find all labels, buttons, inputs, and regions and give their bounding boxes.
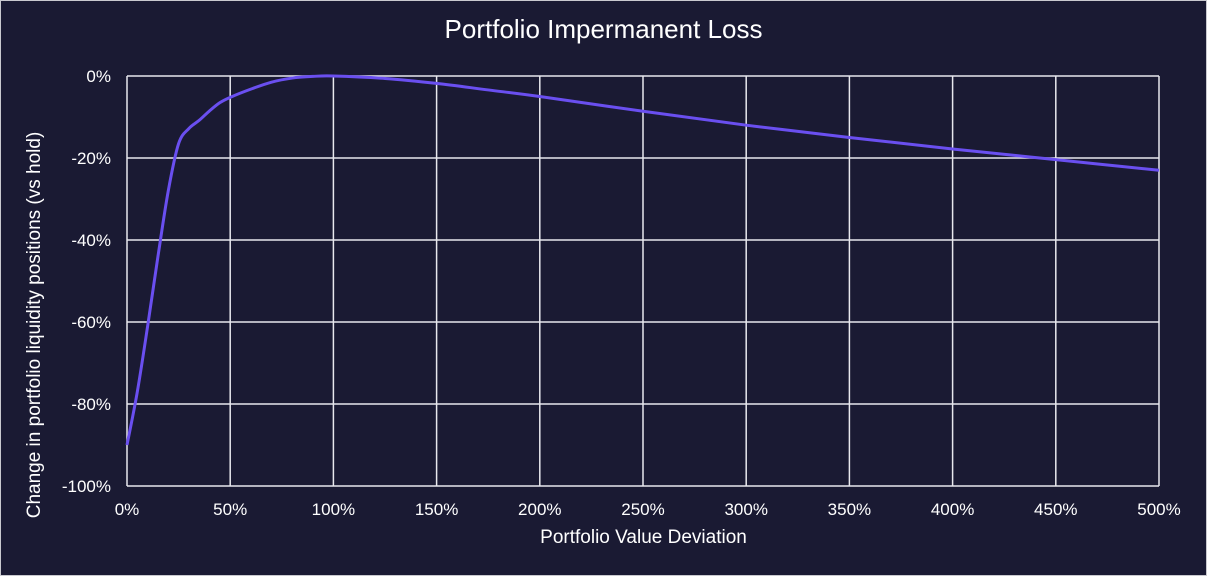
data-point xyxy=(218,101,221,104)
x-tick-label: 300% xyxy=(724,500,767,519)
data-point xyxy=(126,444,129,447)
x-tick-label: 500% xyxy=(1137,500,1180,519)
x-tick-label: 100% xyxy=(312,500,355,519)
x-tick-label: 200% xyxy=(518,500,561,519)
data-point xyxy=(156,255,159,258)
x-tick-label: 150% xyxy=(415,500,458,519)
data-point xyxy=(270,81,273,84)
data-point xyxy=(187,127,190,130)
x-tick-label: 400% xyxy=(931,500,974,519)
data-point xyxy=(249,88,252,91)
data-point xyxy=(291,77,294,80)
data-point xyxy=(177,142,180,145)
chart-title: Portfolio Impermanent Loss xyxy=(444,14,763,44)
data-point xyxy=(538,95,541,98)
data-point xyxy=(146,325,149,328)
data-point xyxy=(384,77,387,80)
data-point xyxy=(435,82,438,85)
y-tick-label: -80% xyxy=(71,395,111,414)
data-point xyxy=(487,88,490,91)
data-point xyxy=(642,110,645,113)
data-point xyxy=(848,136,851,139)
data-point xyxy=(332,75,335,78)
data-point xyxy=(1054,158,1057,161)
x-tick-label: 0% xyxy=(115,500,140,519)
data-point xyxy=(311,75,314,78)
y-tick-label: -20% xyxy=(71,149,111,168)
y-tick-label: -40% xyxy=(71,231,111,250)
x-tick-label: 450% xyxy=(1034,500,1077,519)
series-line xyxy=(125,74,1160,446)
data-point xyxy=(1158,169,1161,172)
x-axis-title: Portfolio Value Deviation xyxy=(540,527,747,548)
data-point xyxy=(208,109,211,112)
x-tick-label: 50% xyxy=(213,500,247,519)
data-point xyxy=(198,119,201,122)
data-point xyxy=(951,147,954,150)
y-tick-label: -60% xyxy=(71,313,111,332)
data-point xyxy=(745,124,748,127)
y-tick-label: -100% xyxy=(62,477,111,496)
x-tick-label: 350% xyxy=(828,500,871,519)
data-point xyxy=(136,390,139,393)
data-point xyxy=(167,189,170,192)
x-tick-label: 250% xyxy=(621,500,664,519)
y-tick-label: 0% xyxy=(86,67,111,86)
data-point xyxy=(229,96,232,99)
